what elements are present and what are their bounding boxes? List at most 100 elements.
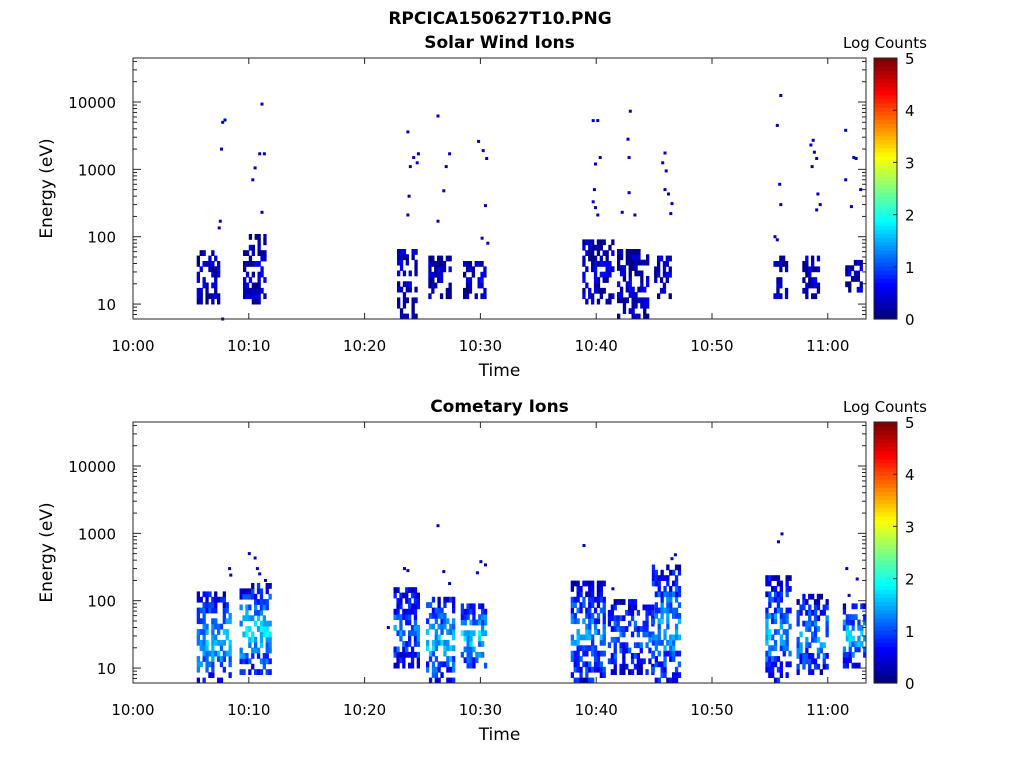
spectrogram-cell [397, 254, 401, 261]
spectrogram-cell [628, 599, 632, 605]
spectrogram-cell [808, 266, 812, 273]
spectrogram-cell [648, 604, 652, 611]
spectrogram-cell [582, 293, 586, 300]
spectrogram-cell [416, 641, 420, 647]
spectrogram-cell [262, 626, 266, 632]
spectrogram-cell [648, 636, 652, 643]
spectrogram-cell [202, 250, 206, 256]
spectrogram-cell [808, 277, 812, 283]
spectrogram-cell [663, 656, 667, 662]
spectrogram-cell [265, 653, 269, 659]
spectrogram-cell [402, 630, 406, 637]
spectrogram-cell [602, 634, 606, 641]
colorbar-tick-label: 2 [905, 207, 915, 225]
spectrogram-cell [591, 591, 595, 598]
spectrogram-cell [416, 657, 420, 664]
spectrogram-cell [393, 651, 397, 658]
spectrogram-cell [640, 297, 644, 304]
spectrogram-cell [657, 293, 661, 300]
spectrogram-cell [672, 580, 676, 587]
spectrogram-cell [613, 636, 617, 643]
spectrogram-cell [428, 293, 432, 300]
spectrogram-cell [483, 619, 488, 626]
spectrogram-cell [199, 661, 203, 668]
spectrogram-cell [428, 282, 432, 289]
spectrogram-cell [625, 647, 629, 654]
spectrogram-cell [599, 639, 603, 646]
spectrogram-cell [768, 666, 772, 673]
spectrogram-cell [825, 604, 829, 611]
spectrogram-cell [426, 618, 430, 625]
spectrogram-cell [808, 282, 812, 289]
colorbar-segment [874, 155, 897, 161]
colorbar-segment [874, 180, 897, 186]
spectrogram-cell [399, 657, 403, 664]
spectrogram-cell [602, 277, 606, 283]
spectrogram-cell [602, 650, 606, 657]
spectrogram-point [592, 188, 596, 192]
spectrogram-cell [608, 244, 612, 251]
colorbar-segment [874, 58, 897, 63]
spectrogram-cell [628, 265, 632, 271]
spectrogram-cell [785, 661, 789, 668]
spectrogram-cell [805, 287, 809, 294]
spectrogram-cell [460, 619, 464, 626]
colorbar-segment [874, 617, 897, 623]
spectrogram-cell [779, 277, 783, 283]
spectrogram-cell [434, 282, 438, 289]
spectrogram-cell [851, 625, 855, 631]
spectrogram-cell [805, 255, 809, 262]
spectrogram-cell [591, 650, 595, 657]
spectrogram-cell [660, 618, 664, 625]
colorbar-segment [874, 422, 897, 427]
spectrogram-cell [602, 250, 606, 256]
spectrogram-cell [643, 297, 647, 304]
spectrogram-cell [254, 647, 258, 654]
spectrogram-cell [399, 254, 404, 261]
spectrogram-cell [413, 641, 418, 647]
spectrogram-cell [582, 645, 586, 652]
spectrogram-cell [771, 613, 775, 619]
spectrogram-cell [842, 657, 847, 664]
spectrogram-cell [851, 635, 855, 642]
spectrogram-cell [643, 286, 647, 293]
spectrogram-cell [657, 586, 661, 592]
colorbar-tick-label: 0 [905, 311, 915, 329]
spectrogram-cell [611, 239, 615, 246]
spectrogram-cell [254, 669, 258, 675]
spectrogram-cell [851, 641, 855, 647]
spectrogram-cell [811, 293, 815, 300]
spectrogram-cell [622, 647, 626, 654]
spectrogram-cell [399, 651, 403, 658]
spectrogram-point [479, 560, 483, 564]
spectrogram-cell [668, 255, 672, 262]
spectrogram-cell [205, 282, 209, 289]
spectrogram-cell [408, 598, 412, 604]
spectrogram-point [818, 203, 822, 207]
spectrogram-cell [591, 293, 595, 300]
spectrogram-cell [472, 662, 476, 669]
spectrogram-point [849, 205, 853, 209]
spectrogram-point [773, 235, 777, 239]
colorbar-segment [874, 188, 897, 194]
spectrogram-cell [463, 293, 467, 300]
spectrogram-cell [677, 591, 682, 598]
spectrogram-cell [646, 259, 650, 266]
spectrogram-cell [593, 271, 598, 278]
spectrogram-cell [642, 658, 646, 665]
spectrogram-cell [434, 261, 438, 267]
spectrogram-cell [669, 596, 673, 603]
spectrogram-cell [593, 607, 598, 614]
colorbar-tick-label: 2 [905, 571, 915, 589]
spectrogram-cell [657, 623, 661, 630]
spectrogram-cell [251, 663, 255, 670]
spectrogram-cell [431, 607, 436, 614]
spectrogram-cell [245, 658, 249, 665]
spectrogram-point [775, 123, 779, 127]
spectrogram-cell [663, 666, 667, 673]
spectrogram-cell [771, 645, 775, 652]
colorbar-tick-label: 0 [905, 675, 915, 693]
spectrogram-cell [630, 615, 635, 622]
spectrogram-cell [468, 287, 473, 294]
spectrogram-cell [262, 663, 266, 670]
